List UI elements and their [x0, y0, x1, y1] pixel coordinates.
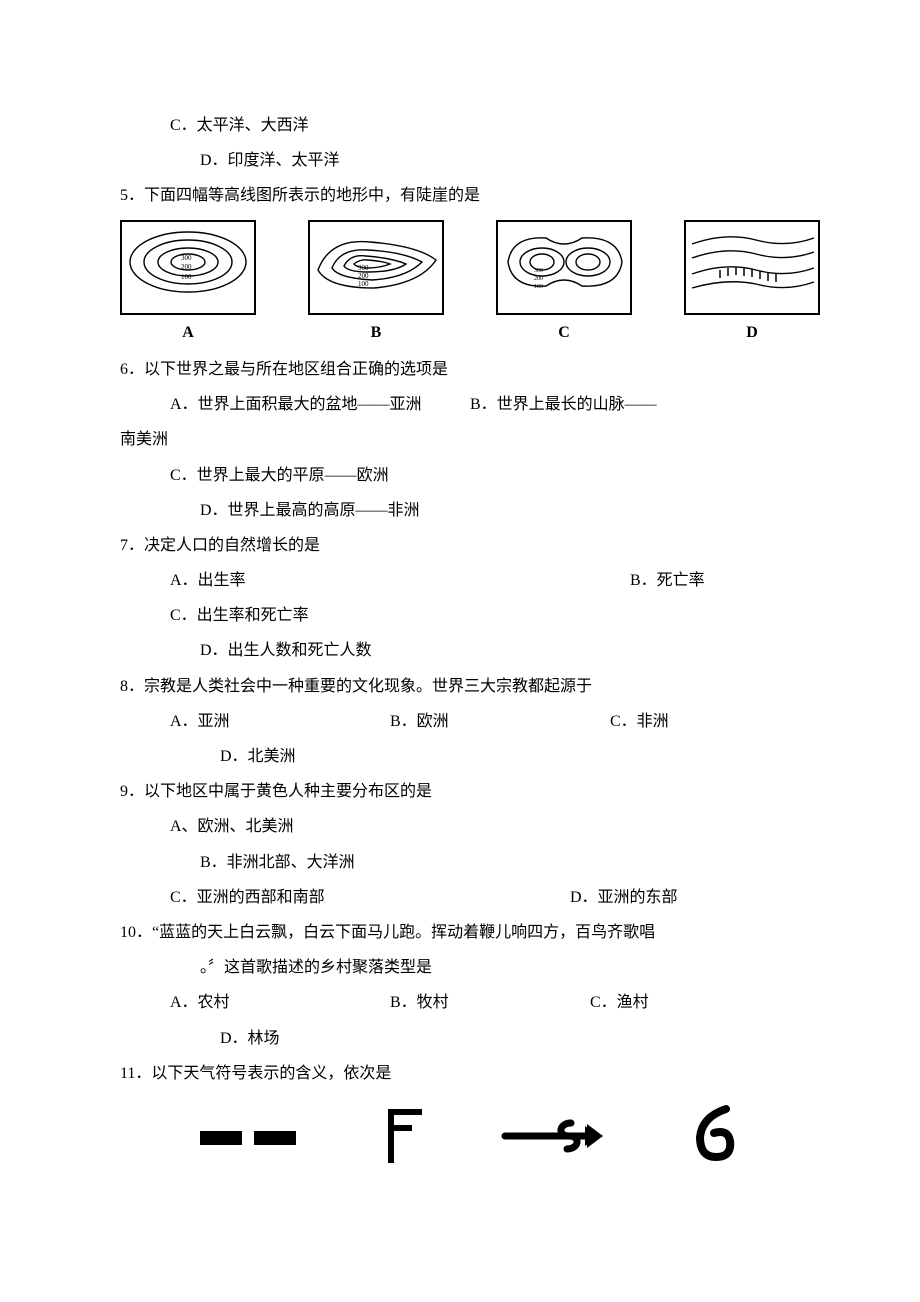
q4-option-d: D．印度洋、太平洋: [200, 152, 340, 169]
svg-text:200: 200: [358, 272, 369, 280]
q6-option-a: A．世界上面积最大的盆地——亚洲: [170, 387, 470, 422]
wind-barb-icon: [371, 1106, 431, 1179]
q5-fig-c: 300 200 100: [496, 220, 632, 315]
svg-text:300: 300: [534, 268, 543, 274]
q8-option-c: C．非洲: [610, 704, 669, 739]
q5-fig-d: [684, 220, 820, 315]
q6-option-d: D．世界上最高的高原——非洲: [200, 502, 420, 519]
svg-text:100: 100: [534, 284, 543, 290]
q10-option-c: C．渔村: [590, 985, 649, 1020]
q7-option-c: C．出生率和死亡率: [170, 607, 309, 624]
q6-continuation: 南美洲: [120, 422, 820, 457]
q8-stem: 8．宗教是人类社会中一种重要的文化现象。世界三大宗教都起源于: [120, 669, 820, 704]
q9-option-b: B．非洲北部、大洋洲: [200, 854, 355, 871]
q10-option-d: D．林场: [220, 1030, 280, 1047]
q10-option-a: A．农村: [170, 985, 390, 1020]
q10-stem2: 。〞这首歌描述的乡村聚落类型是: [120, 950, 820, 985]
q6-stem: 6．以下世界之最与所在地区组合正确的选项是: [120, 352, 820, 387]
svg-text:300: 300: [181, 254, 192, 262]
q8-option-a: A．亚洲: [170, 704, 390, 739]
q9-option-a: A、欧洲、北美洲: [170, 818, 294, 835]
q5-label-c: C: [496, 315, 632, 350]
sandstorm-icon: [499, 1111, 609, 1174]
q10-option-b: B．牧村: [390, 985, 590, 1020]
q5-fig-a: 300 200 100: [120, 220, 256, 315]
svg-text:300: 300: [358, 264, 369, 272]
q9-stem: 9．以下地区中属于黄色人种主要分布区的是: [120, 774, 820, 809]
typhoon-icon: [676, 1101, 746, 1184]
q7-stem: 7．决定人口的自然增长的是: [120, 528, 820, 563]
q11-symbols: [120, 1091, 820, 1184]
q5-stem: 5．下面四幅等高线图所表示的地形中，有陡崖的是: [120, 178, 820, 213]
svg-text:100: 100: [181, 273, 192, 281]
q9-option-d: D．亚洲的东部: [570, 880, 678, 915]
q7-option-d: D．出生人数和死亡人数: [200, 642, 372, 659]
q8-option-b: B．欧洲: [390, 704, 610, 739]
svg-text:100: 100: [358, 280, 369, 288]
q7-option-a: A．出生率: [170, 563, 630, 598]
q5-figures: 300 200 100 A 300 200 100: [120, 220, 820, 350]
q5-label-b: B: [308, 315, 444, 350]
q6-option-b: B．世界上最长的山脉——: [470, 387, 657, 422]
q5-label-d: D: [684, 315, 820, 350]
q5-label-a: A: [120, 315, 256, 350]
fog-icon: [194, 1111, 304, 1174]
q6-option-c: C．世界上最大的平原——欧洲: [170, 467, 389, 484]
q7-option-b: B．死亡率: [630, 563, 705, 598]
q5-fig-b: 300 200 100: [308, 220, 444, 315]
svg-text:200: 200: [534, 276, 543, 282]
q9-option-c: C．亚洲的西部和南部: [170, 880, 570, 915]
svg-text:200: 200: [181, 263, 192, 271]
q10-stem1: 10．“蓝蓝的天上白云飘，白云下面马儿跑。挥动着鞭儿响四方，百鸟齐歌唱: [120, 915, 820, 950]
q11-stem: 11．以下天气符号表示的含义，依次是: [120, 1056, 820, 1091]
q8-option-d: D．北美洲: [220, 748, 296, 765]
q4-option-c: C．太平洋、大西洋: [170, 117, 309, 134]
